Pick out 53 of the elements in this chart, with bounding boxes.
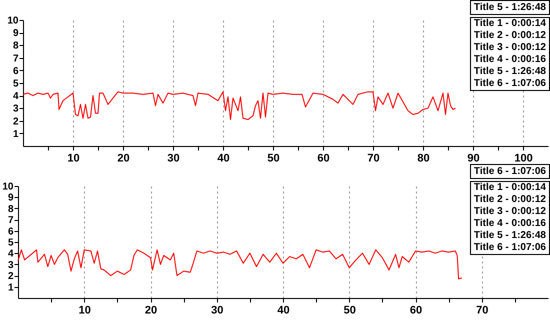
x-tick-label: 30 — [211, 304, 224, 316]
x-tick-label: 10 — [78, 304, 91, 316]
y-tick-label: 8 — [12, 40, 19, 52]
annotation: Title 3 - 0:00:12 — [472, 206, 547, 218]
x-tick-label: 20 — [117, 152, 130, 164]
annotation: Title 5 - 1:26:48 — [472, 66, 547, 78]
y-tick-label: 9 — [12, 28, 19, 40]
y-tick-label: 6 — [8, 226, 14, 238]
x-tick-label: 40 — [277, 304, 290, 316]
annotation: Title 2 - 0:00:12 — [472, 30, 547, 42]
x-tick-label: 10 — [67, 152, 80, 164]
y-tick-label: 5 — [8, 238, 14, 248]
y-tick-label: 5 — [12, 78, 19, 90]
y-tick-label: 3 — [12, 104, 19, 115]
x-tick-label: 20 — [144, 304, 158, 316]
annotation: Title 4 - 0:00:16 — [472, 54, 547, 66]
line-series — [18, 249, 462, 280]
x-tick-label: 80 — [417, 152, 430, 164]
annotation: Title 6 - 1:07:06 — [472, 242, 547, 254]
x-tick-label: 40 — [217, 152, 230, 164]
y-tick-label: 9 — [8, 192, 14, 204]
y-tick-label: 1 — [8, 282, 14, 294]
y-tick-label: 4 — [8, 248, 14, 260]
y-tick-label: 7 — [12, 53, 19, 64]
annotation: Title 5 - 1:26:48 — [472, 230, 547, 242]
y-tick-label: 2 — [12, 116, 19, 128]
x-tick-label: 100 — [514, 152, 533, 164]
y-tick-label: 4 — [12, 91, 19, 102]
y-tick-label: 10 — [7, 16, 19, 26]
annotation: Title 6 - 1:07:06 — [472, 78, 547, 90]
annotation: Title 3 - 0:00:12 — [472, 42, 547, 54]
annotation: Title 1 - 0:00:14 — [472, 182, 547, 194]
annotation: Title 4 - 0:00:16 — [472, 218, 547, 230]
x-tick-label: 70 — [476, 304, 488, 316]
x-tick-label: 50 — [344, 304, 356, 316]
x-tick-label: 30 — [167, 152, 180, 164]
annotation: Title 1 - 0:00:14 — [472, 18, 547, 30]
y-tick-label: 2 — [8, 271, 14, 282]
text: Title 6 - 1:07:06 — [470, 164, 550, 179]
x-tick-label: 70 — [367, 152, 380, 164]
x-tick-label: 90 — [467, 152, 480, 164]
y-tick-label: 10 — [2, 182, 14, 192]
text: Title 5 - 1:26:48 — [470, 0, 550, 15]
y-tick-label: 6 — [12, 66, 19, 77]
annotation: Title 2 - 0:00:12 — [472, 194, 547, 206]
x-tick-label: 60 — [410, 304, 422, 316]
y-tick-label: 8 — [8, 204, 14, 215]
y-tick-label: 3 — [8, 260, 14, 271]
line-series — [22, 91, 456, 120]
x-tick-label: 50 — [267, 152, 280, 164]
y-tick-label: 7 — [8, 215, 14, 226]
y-tick-label: 1 — [12, 128, 19, 140]
x-tick-label: 60 — [317, 152, 330, 164]
